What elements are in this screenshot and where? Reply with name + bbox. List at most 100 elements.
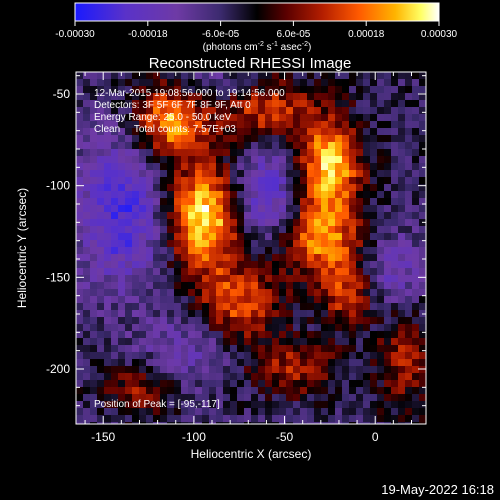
heatmap-cell (349, 121, 357, 129)
heatmap-cell (321, 212, 329, 220)
heatmap-cell (398, 107, 406, 115)
heatmap-cell (307, 373, 315, 381)
heatmap-cell (412, 359, 420, 367)
heatmap-cell (377, 324, 385, 332)
heatmap-cell (321, 331, 329, 339)
heatmap-cell (356, 212, 364, 220)
heatmap-cell (356, 163, 364, 171)
heatmap-cell (286, 380, 294, 388)
heatmap-cell (370, 142, 378, 150)
heatmap-cell (384, 107, 392, 115)
heatmap-cell (90, 212, 98, 220)
heatmap-cell (118, 282, 126, 290)
heatmap-cell (377, 219, 385, 227)
heatmap-cell (223, 352, 231, 360)
heatmap-cell (146, 240, 154, 248)
heatmap-cell (160, 170, 168, 178)
heatmap-cell (272, 142, 280, 150)
heatmap-cell (377, 198, 385, 206)
heatmap-cell (412, 156, 420, 164)
heatmap-cell (167, 107, 175, 115)
heatmap-cell (384, 352, 392, 360)
heatmap-cell (363, 422, 371, 424)
heatmap-cell (167, 93, 175, 101)
heatmap-cell (181, 373, 189, 381)
heatmap-cell (293, 156, 301, 164)
heatmap-cell (160, 324, 168, 332)
axis-ticks (76, 72, 426, 425)
heatmap-cell (195, 86, 203, 94)
heatmap-cell (258, 317, 266, 325)
heatmap-cell (279, 170, 287, 178)
heatmap-cell (181, 79, 189, 87)
heatmap-cell (321, 310, 329, 318)
heatmap-cell (160, 338, 168, 346)
heatmap-cell (230, 422, 238, 424)
heatmap-cell (405, 394, 413, 402)
heatmap-cell (342, 317, 350, 325)
heatmap-cell (293, 198, 301, 206)
heatmap-cell (272, 170, 280, 178)
heatmap-cell (363, 121, 371, 129)
heatmap-cell (279, 128, 287, 136)
heatmap-cell (342, 205, 350, 213)
heatmap-cell (174, 324, 182, 332)
heatmap-cell (83, 331, 91, 339)
heatmap-cell (314, 163, 322, 171)
heatmap-cell (160, 226, 168, 234)
heatmap-cell (286, 219, 294, 227)
heatmap-cell (237, 401, 245, 409)
heatmap-cell (244, 408, 252, 416)
heatmap-cell (342, 219, 350, 227)
heatmap-cell (391, 128, 399, 136)
heatmap-cell (251, 79, 259, 87)
heatmap-cell (132, 338, 140, 346)
heatmap-cell (90, 317, 98, 325)
heatmap-cell (356, 331, 364, 339)
heatmap-cell (83, 170, 91, 178)
heatmap-cell (167, 240, 175, 248)
heatmap-cell (363, 226, 371, 234)
heatmap-cell (188, 317, 196, 325)
heatmap-cell (391, 198, 399, 206)
heatmap-cell (342, 359, 350, 367)
heatmap-cell (153, 415, 161, 423)
heatmap-cell (384, 156, 392, 164)
heatmap-cell (167, 366, 175, 374)
heatmap-cell (300, 142, 308, 150)
heatmap-cell (174, 191, 182, 199)
heatmap-cell (321, 247, 329, 255)
heatmap-cell (104, 205, 112, 213)
heatmap-cell (370, 170, 378, 178)
heatmap-cell (132, 352, 140, 360)
heatmap-cell (76, 93, 84, 101)
heatmap-cell (195, 338, 203, 346)
heatmap-cell (314, 226, 322, 234)
heatmap-cell (265, 380, 273, 388)
heatmap-cell (244, 226, 252, 234)
heatmap-cell (230, 93, 238, 101)
heatmap-cell (328, 324, 336, 332)
heatmap-cell (265, 121, 273, 129)
heatmap-cell (258, 226, 266, 234)
heatmap-cell (258, 282, 266, 290)
heatmap-cell (83, 415, 91, 423)
heatmap-cell (377, 247, 385, 255)
heatmap-cell (160, 422, 168, 424)
heatmap-cell (265, 212, 273, 220)
heatmap-cell (118, 177, 126, 185)
colorbar-tick-label: -6.0e-05 (202, 29, 240, 40)
heatmap-cell (167, 219, 175, 227)
heatmap-cell (391, 366, 399, 374)
heatmap-cell (104, 135, 112, 143)
heatmap-cell (118, 100, 126, 108)
heatmap-cell (202, 128, 210, 136)
heatmap-cell (125, 394, 133, 402)
heatmap-cell (342, 79, 350, 87)
heatmap-cell (251, 366, 259, 374)
heatmap-cell (286, 149, 294, 157)
heatmap-cell (167, 198, 175, 206)
heatmap-cell (244, 156, 252, 164)
heatmap-cell (209, 310, 217, 318)
